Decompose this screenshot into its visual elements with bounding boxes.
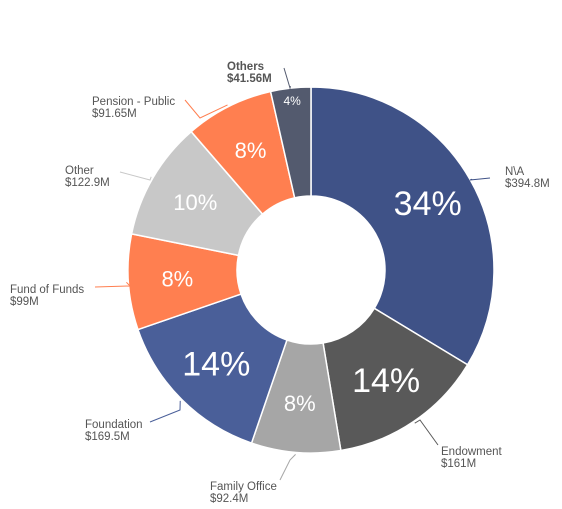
leader-line-pension-public: [184, 99, 228, 119]
slice-percent-label-endowment: 14%: [352, 362, 420, 400]
slice-name-label-pension-public: Pension - Public: [92, 96, 175, 108]
slice-name-label-endowment: Endowment: [441, 446, 503, 458]
slice-value-label-n-a: $394.8M: [505, 178, 550, 190]
slice-value-label-endowment: $161M: [441, 458, 476, 470]
slice-percent-label-family-office: 8%: [284, 391, 316, 416]
slice-value-label-other: $122.9M: [65, 177, 110, 189]
slice-percent-label-fund-of-funds: 8%: [161, 266, 193, 291]
slice-name-label-others: Others: [227, 61, 264, 73]
leader-line-fund-of-funds: [94, 281, 132, 288]
slice-value-label-pension-public: $91.65M: [92, 108, 137, 120]
slice-percent-label-other: 10%: [173, 190, 217, 215]
slice-value-label-fund-of-funds: $99M: [10, 296, 39, 308]
leader-line-other: [119, 171, 152, 181]
slice-others[interactable]: [269, 86, 312, 199]
slice-name-label-fund-of-funds: Fund of Funds: [10, 284, 84, 296]
slice-percent-label-others: 4%: [283, 94, 301, 108]
slice-name-label-other: Other: [65, 165, 94, 177]
slice-value-label-others: $41.56M: [227, 73, 272, 85]
slice-name-label-family-office: Family Office: [210, 481, 277, 493]
leader-line-others: [283, 67, 291, 90]
slice-percent-label-foundation: 14%: [182, 346, 250, 384]
leader-line-foundation: [149, 400, 181, 423]
slice-endowment[interactable]: [322, 307, 469, 452]
slice-name-label-foundation: Foundation: [85, 419, 143, 431]
slice-percent-label-n-a: 34%: [394, 185, 462, 223]
leader-line-n-a: [469, 177, 491, 181]
slice-value-label-family-office: $92.4M: [210, 493, 248, 505]
slice-foundation[interactable]: [137, 293, 288, 445]
slice-n-a[interactable]: [310, 86, 495, 366]
slice-value-label-foundation: $169.5M: [85, 431, 130, 443]
leader-line-endowment: [414, 419, 439, 446]
slice-name-label-n-a: N\A: [505, 166, 525, 178]
leader-line-family-office: [279, 454, 296, 481]
slice-percent-label-pension-public: 8%: [235, 138, 267, 163]
